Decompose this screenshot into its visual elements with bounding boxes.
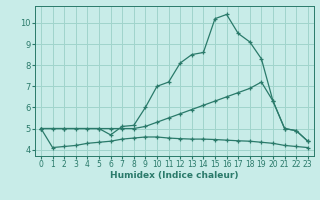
X-axis label: Humidex (Indice chaleur): Humidex (Indice chaleur) — [110, 171, 239, 180]
